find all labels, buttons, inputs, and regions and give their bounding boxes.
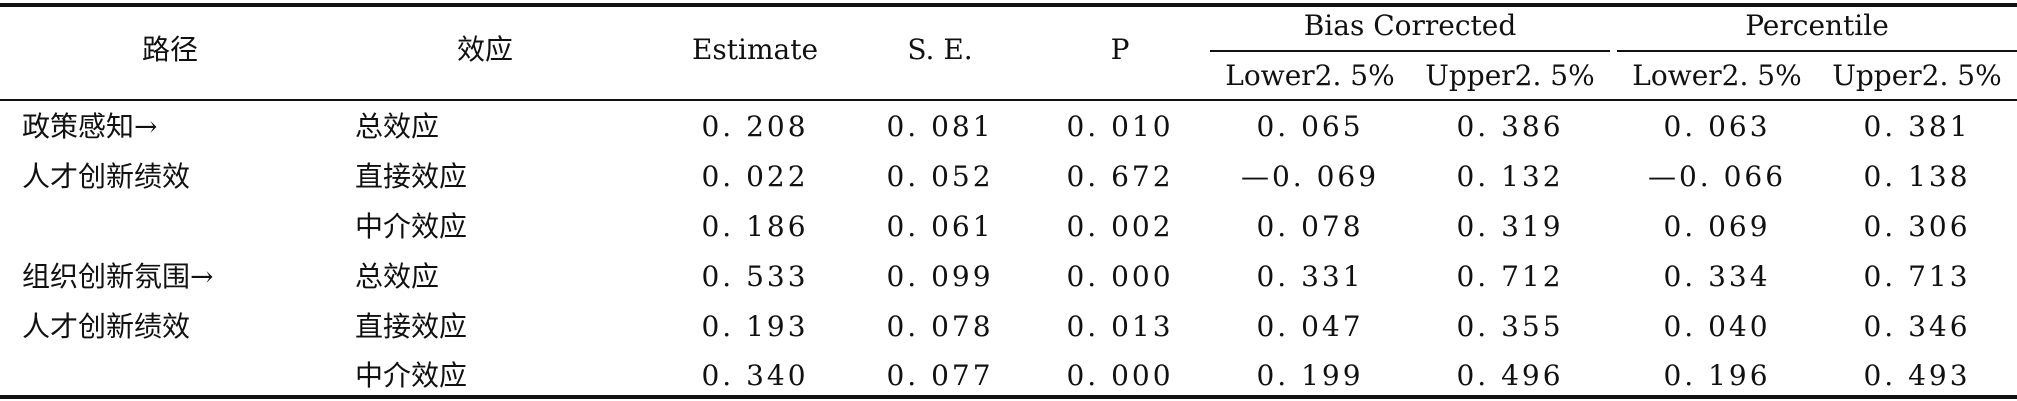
row-pc-lower: 0. 063 <box>1663 110 1771 143</box>
row-bc-upper: 0. 132 <box>1456 160 1564 193</box>
table-top-rule <box>0 3 2017 7</box>
row-effect: 总效应 <box>355 260 440 293</box>
row-se: 0. 081 <box>886 110 994 143</box>
row-path: 人才创新绩效 <box>22 310 191 343</box>
row-pc-upper: 0. 713 <box>1863 260 1971 293</box>
row-estimate: 0. 340 <box>701 359 809 392</box>
header-path: 路径 <box>141 33 198 66</box>
header-bc-upper: Upper2. 5% <box>1425 59 1595 92</box>
row-se: 0. 052 <box>886 160 994 193</box>
bias-corrected-rule <box>1210 50 1610 52</box>
row-bc-lower: 0. 078 <box>1256 210 1364 243</box>
row-effect: 中介效应 <box>355 359 468 392</box>
header-bc-lower: Lower2. 5% <box>1225 59 1395 92</box>
row-bc-upper: 0. 355 <box>1456 310 1564 343</box>
table-bottom-rule <box>0 395 2017 399</box>
header-pc-lower: Lower2. 5% <box>1632 59 1802 92</box>
row-path: 政策感知→ <box>22 110 158 143</box>
row-bc-lower: 0. 047 <box>1256 310 1364 343</box>
header-pc-upper: Upper2. 5% <box>1832 59 2002 92</box>
row-estimate: 0. 186 <box>701 210 809 243</box>
row-bc-upper: 0. 712 <box>1456 260 1564 293</box>
row-se: 0. 099 <box>886 260 994 293</box>
row-path: 组织创新氛围→ <box>22 260 214 293</box>
header-estimate: Estimate <box>691 33 819 66</box>
row-pc-upper: 0. 493 <box>1863 359 1971 392</box>
row-estimate: 0. 022 <box>701 160 809 193</box>
row-pc-upper: 0. 381 <box>1863 110 1971 143</box>
row-p: 0. 000 <box>1066 359 1174 392</box>
row-effect: 总效应 <box>355 110 440 143</box>
row-p: 0. 010 <box>1066 110 1174 143</box>
row-effect: 直接效应 <box>355 160 468 193</box>
row-estimate: 0. 533 <box>701 260 809 293</box>
row-p: 0. 013 <box>1066 310 1174 343</box>
row-bc-upper: 0. 496 <box>1456 359 1564 392</box>
header-se: S. E. <box>907 33 973 66</box>
row-pc-upper: 0. 346 <box>1863 310 1971 343</box>
row-path <box>22 354 352 398</box>
row-effect: 直接效应 <box>355 310 468 343</box>
row-bc-upper: 0. 386 <box>1456 110 1564 143</box>
row-bc-lower: 0. 065 <box>1256 110 1364 143</box>
header-percentile: Percentile <box>1745 9 1889 42</box>
row-p: 0. 002 <box>1066 210 1174 243</box>
row-se: 0. 061 <box>886 210 994 243</box>
row-pc-lower: 0. 196 <box>1663 359 1771 392</box>
header-effect: 效应 <box>456 33 513 66</box>
row-bc-upper: 0. 319 <box>1456 210 1564 243</box>
row-pc-lower: —0. 066 <box>1647 160 1787 193</box>
row-p: 0. 672 <box>1066 160 1174 193</box>
row-se: 0. 077 <box>886 359 994 392</box>
row-pc-lower: 0. 069 <box>1663 210 1771 243</box>
row-pc-lower: 0. 334 <box>1663 260 1771 293</box>
row-path <box>22 205 352 249</box>
row-pc-lower: 0. 040 <box>1663 310 1771 343</box>
row-effect: 中介效应 <box>355 210 468 243</box>
row-bc-lower: 0. 199 <box>1256 359 1364 392</box>
table-header-rule <box>0 99 2017 101</box>
header-bias-corrected: Bias Corrected <box>1303 9 1517 42</box>
row-estimate: 0. 193 <box>701 310 809 343</box>
row-estimate: 0. 208 <box>701 110 809 143</box>
row-pc-upper: 0. 138 <box>1863 160 1971 193</box>
header-p: P <box>1110 33 1130 66</box>
row-bc-lower: —0. 069 <box>1240 160 1380 193</box>
row-se: 0. 078 <box>886 310 994 343</box>
row-path: 人才创新绩效 <box>22 160 191 193</box>
row-p: 0. 000 <box>1066 260 1174 293</box>
row-bc-lower: 0. 331 <box>1256 260 1364 293</box>
row-pc-upper: 0. 306 <box>1863 210 1971 243</box>
percentile-rule <box>1617 50 2017 52</box>
